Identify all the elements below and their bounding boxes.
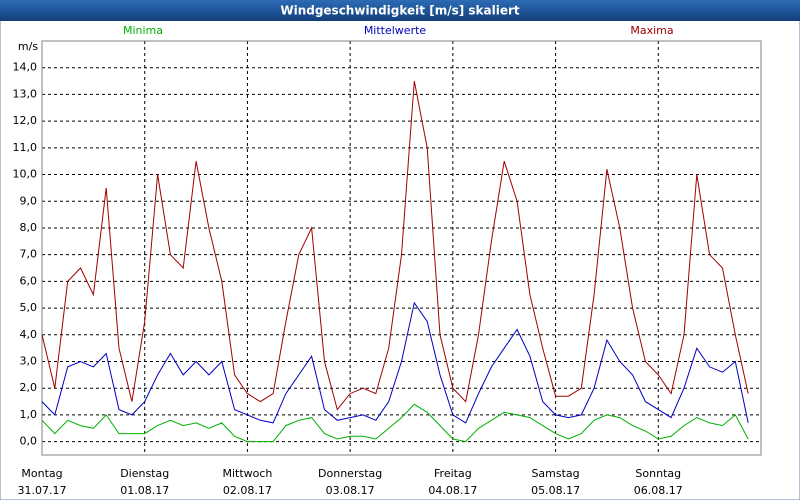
x-tick-date: 01.08.17 bbox=[120, 484, 169, 497]
y-tick-label: 13,0 bbox=[13, 87, 38, 100]
chart-title: Windgeschwindigkeit [m/s] skaliert bbox=[280, 4, 520, 18]
x-tick-label: Montag bbox=[21, 467, 62, 480]
plot-border bbox=[41, 40, 762, 456]
y-tick-label: 0,0 bbox=[20, 435, 38, 448]
y-tick-label: 12,0 bbox=[13, 114, 38, 127]
y-tick-label: 6,0 bbox=[20, 274, 38, 287]
legend-entry: Mittelwerte bbox=[364, 24, 427, 37]
x-tick-date: 06.08.17 bbox=[634, 484, 683, 497]
x-tick-label: Samstag bbox=[531, 467, 579, 480]
x-tick-label: Sonntag bbox=[635, 467, 681, 480]
x-tick-date: 05.08.17 bbox=[531, 484, 580, 497]
y-tick-label: 10,0 bbox=[13, 168, 38, 181]
data-line bbox=[41, 81, 749, 411]
title-bar bbox=[0, 0, 800, 21]
x-tick-date: 03.08.17 bbox=[326, 484, 375, 497]
y-axis-label: m/s bbox=[18, 40, 38, 53]
x-tick-date: 04.08.17 bbox=[428, 484, 477, 497]
y-tick-label: 9,0 bbox=[20, 194, 38, 207]
x-tick-label: Freitag bbox=[434, 467, 472, 480]
y-tick-label: 8,0 bbox=[20, 221, 38, 234]
y-tick-label: 11,0 bbox=[13, 141, 38, 154]
y-tick-label: 4,0 bbox=[20, 328, 38, 341]
y-tick-label: 1,0 bbox=[20, 408, 38, 421]
x-tick-label: Dienstag bbox=[120, 467, 169, 480]
legend-entry: Minima bbox=[123, 24, 163, 37]
y-tick-label: 5,0 bbox=[20, 301, 38, 314]
y-tick-label: 3,0 bbox=[20, 355, 38, 368]
y-tick-label: 2,0 bbox=[20, 381, 38, 394]
data-line bbox=[41, 301, 749, 424]
x-tick-label: Donnerstag bbox=[318, 467, 382, 480]
data-line bbox=[41, 403, 749, 443]
legend-entry: Maxima bbox=[630, 24, 673, 37]
x-tick-date: 02.08.17 bbox=[223, 484, 272, 497]
x-tick-date: 31.07.17 bbox=[18, 484, 67, 497]
y-tick-label: 7,0 bbox=[20, 248, 38, 261]
x-tick-label: Mittwoch bbox=[222, 467, 272, 480]
y-tick-label: 14,0 bbox=[13, 61, 38, 74]
